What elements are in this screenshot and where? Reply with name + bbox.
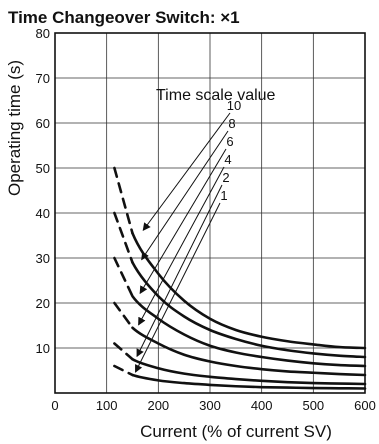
legend-label-8: 8 <box>228 116 235 131</box>
legend-leader-2 <box>136 184 223 358</box>
legend-leader-10 <box>142 112 231 232</box>
series-group <box>113 166 367 390</box>
chart-title: Time Changeover Switch: ×1 <box>8 8 240 27</box>
series-line-1 <box>131 373 367 390</box>
legend-label-2: 2 <box>222 170 229 185</box>
y-tick-label: 20 <box>36 296 50 311</box>
plot-frame <box>54 32 366 394</box>
x-tick-label: 300 <box>199 398 221 413</box>
y-tick-label: 50 <box>36 161 50 176</box>
series-line-10 <box>131 231 367 350</box>
y-tick-label: 40 <box>36 206 50 221</box>
legend-title: Time scale value <box>156 87 276 104</box>
legend-label-10: 10 <box>227 98 241 113</box>
series-line-4-lead <box>113 301 134 330</box>
x-tick-label: 0 <box>51 398 58 413</box>
legend-leader-1 <box>135 202 221 373</box>
y-tick-label: 80 <box>36 26 50 41</box>
x-tick-label: 600 <box>354 398 376 413</box>
x-axis-label: Current (% of current SV) <box>140 422 332 441</box>
legend-label-1: 1 <box>220 188 227 203</box>
x-tick-label: 400 <box>251 398 273 413</box>
series-line-2 <box>131 357 367 386</box>
y-axis-label: Operating time (s) <box>5 60 24 196</box>
legend-leader-8 <box>141 130 229 261</box>
x-tick-label: 100 <box>96 398 118 413</box>
y-tick-label: 60 <box>36 116 50 131</box>
series-line-6 <box>131 294 367 368</box>
legend-label-6: 6 <box>226 134 233 149</box>
series-line-10-lead <box>113 166 134 235</box>
legend: Time scale value 10 8 6 4 2 1 <box>135 87 276 373</box>
x-tick-label: 200 <box>147 398 169 413</box>
y-tick-label: 30 <box>36 251 50 266</box>
series-line-6-lead <box>113 256 134 298</box>
series-line-8 <box>131 261 367 359</box>
series-line-1-lead <box>113 364 134 377</box>
series-line-4 <box>131 326 367 377</box>
series-line-2-lead <box>113 342 134 361</box>
ticks: 0 100 200 300 400 500 600 10 20 30 40 50 60 70 80 <box>36 26 376 413</box>
series-line-8-lead <box>113 211 134 264</box>
legend-leader-4 <box>138 166 225 326</box>
legend-leader-6 <box>139 148 227 295</box>
y-tick-label: 10 <box>36 341 50 356</box>
legend-label-4: 4 <box>224 152 231 167</box>
x-tick-label: 500 <box>302 398 324 413</box>
grid <box>55 33 365 393</box>
y-tick-label: 70 <box>36 71 50 86</box>
